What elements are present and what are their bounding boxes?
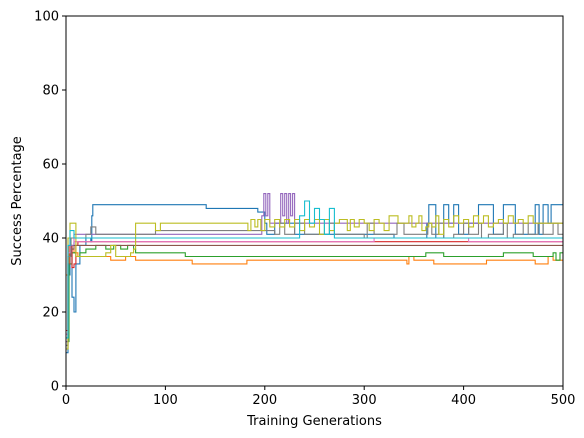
series-line-6: [66, 244, 563, 350]
series-line-10: [66, 200, 563, 339]
x-tick-label: 200: [252, 393, 277, 408]
series-line-9: [66, 215, 563, 350]
series-group: [66, 193, 563, 354]
x-tick-label: 100: [153, 393, 178, 408]
x-tick-label: 400: [451, 393, 476, 408]
y-tick-label: 80: [42, 84, 59, 99]
y-tick-label: 0: [51, 380, 59, 395]
x-ticks: 0 100 200 300 400 500: [62, 386, 576, 408]
series-line-4: [66, 241, 563, 332]
x-tick-label: 500: [551, 393, 576, 408]
y-tick-label: 20: [42, 306, 59, 321]
y-tick-label: 40: [42, 232, 59, 247]
series-line-2: [66, 244, 563, 276]
y-axis-label: Success Percentage: [10, 136, 25, 266]
x-axis-label: Training Generations: [246, 414, 382, 429]
x-tick-label: 0: [62, 393, 70, 408]
y-tick-label: 60: [42, 158, 59, 173]
x-tick-label: 300: [352, 393, 377, 408]
plot-frame: [65, 15, 564, 387]
y-ticks: 0 20 40 60 80 100: [34, 10, 66, 395]
y-tick-label: 100: [34, 10, 59, 25]
